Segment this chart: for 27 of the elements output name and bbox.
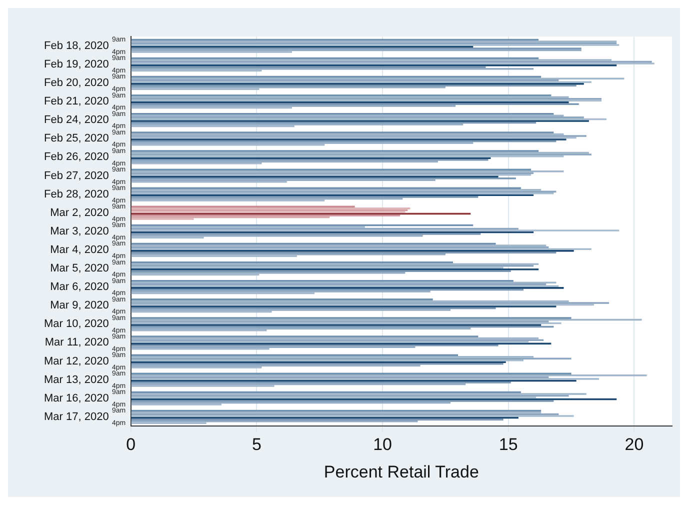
y-tick-label: Mar 9, 2020 — [50, 300, 109, 312]
y-tick-label: Mar 17, 2020 — [44, 410, 109, 423]
y-tick-label: Feb 18, 2020 — [44, 40, 109, 52]
x-tick-label: 20 — [624, 435, 644, 454]
y-tick-label: Mar 3, 2020 — [50, 225, 109, 238]
y-tick-label: Feb 21, 2020 — [44, 96, 109, 108]
x-tick-label: 5 — [252, 435, 262, 454]
y-tick-label: Mar 16, 2020 — [44, 392, 109, 404]
x-tick-label: 10 — [373, 435, 392, 454]
y-tick-label: Feb 28, 2020 — [44, 188, 109, 200]
y-tick-label: Mar 10, 2020 — [44, 318, 109, 330]
y-tick-label: Mar 4, 2020 — [50, 244, 109, 256]
y-tick-label: Feb 25, 2020 — [44, 132, 109, 145]
y-tick-label: Mar 11, 2020 — [44, 336, 109, 349]
y-tick-label: Mar 13, 2020 — [44, 374, 109, 386]
y-tick-label: Mar 2, 2020 — [50, 206, 109, 219]
y-tick-label: Feb 27, 2020 — [44, 170, 109, 182]
x-axis-title: Percent Retail Trade — [324, 462, 479, 482]
x-tick-label: 0 — [126, 435, 136, 454]
y-tick-label: Feb 20, 2020 — [44, 77, 109, 90]
y-tick-label: Feb 26, 2020 — [44, 151, 109, 164]
y-tick-label: Mar 6, 2020 — [50, 281, 109, 294]
y-tick-label: Feb 24, 2020 — [44, 114, 109, 126]
x-tick-label: 15 — [498, 435, 518, 454]
y-tick-label: Feb 19, 2020 — [44, 58, 109, 70]
y-tick-label: Mar 12, 2020 — [44, 355, 109, 368]
y-tick-label: Mar 5, 2020 — [50, 262, 109, 275]
